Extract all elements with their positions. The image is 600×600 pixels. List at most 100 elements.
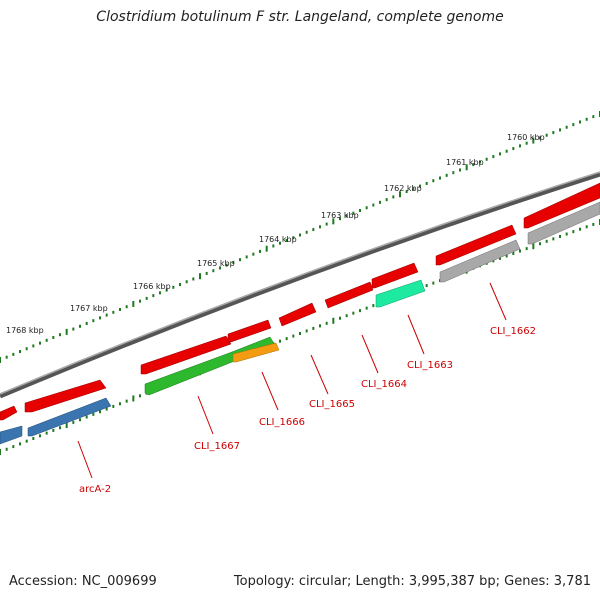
- gene-fwd-3[interactable]: [140, 335, 232, 375]
- inner-scale-tick: [345, 314, 348, 318]
- gene-rev-CLI_1662[interactable]: [439, 239, 521, 283]
- inner-scale-tick: [0, 449, 1, 455]
- gene-rev-arcA-2[interactable]: [27, 397, 112, 437]
- gene-label-CLI_1665[interactable]: CLI_1665: [309, 399, 355, 410]
- outer-scale-tick: [585, 117, 588, 121]
- gene-fwd-1[interactable]: [0, 405, 18, 421]
- outer-scale-tick: [319, 225, 321, 229]
- inner-scale-tick: [565, 232, 568, 236]
- outer-scale-tick: [365, 206, 368, 210]
- outer-scale-tick: [479, 160, 481, 164]
- gene-rev-blue-1[interactable]: [0, 425, 23, 445]
- outer-scale-tick: [419, 184, 421, 188]
- gene-fwd-4[interactable]: [227, 319, 272, 343]
- outer-scale-tick: [472, 163, 475, 167]
- gene-rev-gray-2[interactable]: [527, 201, 600, 245]
- inner-scale-tick: [432, 281, 435, 285]
- inner-scale-tick: [92, 412, 95, 416]
- inner-scale-tick: [52, 428, 55, 432]
- inner-scale-tick: [579, 227, 581, 231]
- outer-scale-tick: [312, 228, 315, 232]
- outer-scale-tick: [492, 155, 495, 159]
- leader-CLI_1665: [310, 354, 329, 395]
- leader-CLI_1663: [407, 314, 425, 355]
- outer-scale-tick: [592, 115, 595, 119]
- gene-rev-CLI_1663[interactable]: [375, 279, 426, 308]
- leader-CLI_1667: [197, 395, 214, 435]
- inner-scale-tick: [112, 404, 115, 408]
- outer-scale-tick: [539, 136, 541, 140]
- outer-scale-tick: [119, 308, 121, 312]
- outer-scale-tick: [372, 203, 375, 207]
- inner-scale-tick: [5, 447, 8, 451]
- gene-label-CLI_1662[interactable]: CLI_1662: [490, 326, 536, 337]
- outer-scale-tick: [459, 168, 461, 172]
- outer-scale-tick: [325, 222, 328, 226]
- outer-scale-tick: [165, 288, 168, 292]
- inner-scale-tick: [592, 222, 595, 226]
- gene-rev-CLI_1666[interactable]: [232, 342, 280, 363]
- inner-scale-tick: [525, 247, 528, 251]
- outer-scale-tick: [445, 173, 448, 177]
- topology-text: Topology: circular; Length: 3,995,387 bp…: [233, 574, 591, 589]
- inner-scale-tick: [119, 402, 121, 406]
- inner-scale-tick: [372, 304, 375, 308]
- inner-scale-tick: [539, 242, 541, 246]
- gene-label-CLI_1664[interactable]: CLI_1664: [361, 379, 407, 390]
- outer-scale-tick: [465, 164, 468, 171]
- inner-scale-tick: [105, 407, 108, 411]
- outer-scale-tick: [225, 263, 228, 267]
- gene-fwd-9[interactable]: [523, 182, 600, 229]
- outer-scale-tick: [85, 321, 88, 325]
- inner-scale-tick: [572, 230, 575, 234]
- gene-fwd-6[interactable]: [324, 281, 374, 309]
- outer-scale-tick: [192, 277, 195, 281]
- forward-genes: [0, 182, 600, 421]
- inner-scale-tick: [132, 395, 135, 402]
- outer-scale-tick: [352, 211, 355, 215]
- outer-scale-tick: [245, 255, 248, 259]
- outer-scale-tick: [339, 217, 341, 221]
- outer-scale-tick: [545, 133, 548, 137]
- outer-scale-tick: [105, 313, 108, 317]
- gene-label-CLI_1667[interactable]: CLI_1667: [194, 441, 240, 452]
- kbp-label-1760: 1760 kbp: [507, 133, 545, 142]
- outer-scale-tick: [305, 230, 308, 234]
- gene-fwd-5[interactable]: [278, 302, 317, 327]
- outer-scale-tick: [252, 252, 255, 256]
- kbp-label-1767: 1767 kbp: [70, 304, 108, 313]
- leader-CLI_1664: [361, 334, 379, 374]
- gene-fwd-8[interactable]: [435, 224, 517, 266]
- kbp-label-1765: 1765 kbp: [197, 259, 235, 268]
- inner-scale-tick: [279, 339, 281, 343]
- gene-fwd-2[interactable]: [24, 379, 107, 413]
- outer-scale-tick: [92, 319, 95, 323]
- accession-text: Accession: NC_009699: [9, 574, 157, 589]
- gene-fwd-7[interactable]: [371, 262, 419, 289]
- outer-scale-tick: [65, 328, 68, 335]
- inner-scale-tick: [545, 239, 548, 243]
- inner-scale-tick: [39, 434, 41, 438]
- outer-scale-tick: [265, 245, 268, 252]
- gene-label-arcA-2[interactable]: arcA-2: [79, 484, 111, 495]
- map-title: Clostridium botulinum F str. Langeland, …: [96, 9, 504, 25]
- gene-label-CLI_1666[interactable]: CLI_1666: [259, 417, 305, 428]
- outer-scale-tick: [59, 333, 61, 337]
- inner-scale-tick: [425, 284, 428, 288]
- outer-scale-tick: [259, 249, 261, 253]
- inner-scale-tick: [352, 311, 355, 315]
- outer-scale-tick: [405, 190, 408, 194]
- outer-scale-tick: [452, 171, 455, 175]
- outer-scale-tick: [579, 120, 581, 124]
- outer-scale-tick: [432, 179, 435, 183]
- outer-scale-tick: [412, 187, 415, 191]
- inner-scale-tick: [79, 418, 81, 422]
- leader-CLI_1666: [261, 371, 279, 411]
- outer-scale-tick: [345, 214, 348, 218]
- inner-scale-tick: [99, 410, 101, 414]
- outer-scale-tick: [512, 147, 515, 151]
- gene-label-CLI_1663[interactable]: CLI_1663: [407, 360, 453, 371]
- kbp-label-1761: 1761 kbp: [446, 158, 484, 167]
- outer-scale-tick: [379, 200, 381, 204]
